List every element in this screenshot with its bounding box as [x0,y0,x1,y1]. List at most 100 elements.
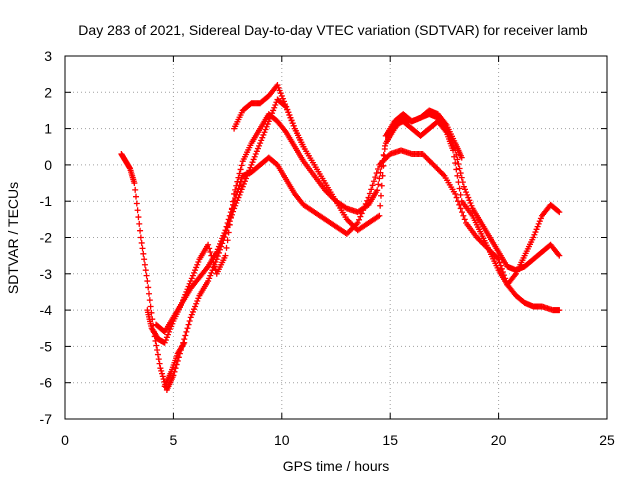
data-point [224,237,231,244]
data-point [131,180,138,187]
data-point [158,367,165,374]
data-point [179,299,186,306]
y-tick-label: -1 [40,193,53,209]
data-point [211,263,218,270]
data-point [189,308,196,315]
data-point [464,191,471,198]
data-point [164,331,171,338]
data-point [369,182,376,189]
data-point [537,215,544,222]
data-point [277,90,284,97]
data-point [190,269,197,276]
data-point [453,194,460,201]
data-point [354,219,361,226]
data-point [556,307,563,314]
data-point [188,275,195,282]
data-point [207,249,214,256]
data-point [181,339,188,346]
data-point [231,190,238,197]
data-point [213,249,220,256]
data-point [183,328,190,335]
data-point [502,275,509,282]
data-point [156,360,163,367]
data-point [172,365,179,372]
data-point [240,180,247,187]
data-point [205,241,212,248]
data-point [195,259,202,266]
data-point [453,166,460,173]
series-track-4 [161,339,188,390]
data-point [498,265,505,272]
data-point [187,314,194,321]
data-point [251,153,258,160]
data-point [233,182,240,189]
data-point [210,259,217,266]
data-point [234,178,241,185]
data-point [206,275,213,282]
y-tick-label: -2 [40,230,53,246]
data-point [284,106,291,113]
data-point [466,197,473,204]
data-point [215,243,222,250]
y-tick-label: -7 [40,411,53,427]
data-point [193,300,200,307]
data-point [147,303,154,310]
y-tick-label: 3 [44,48,52,64]
data-point [225,229,232,236]
data-point [454,172,461,179]
data-point [249,159,256,166]
data-point [140,250,147,257]
data-point [463,189,470,196]
data-point [377,202,384,209]
y-tick-label: 0 [44,157,52,173]
chart-title: Day 283 of 2021, Sidereal Day-to-day VTE… [78,22,588,38]
data-point [503,278,510,285]
data-point [250,156,257,163]
data-point [264,121,271,128]
data-point [208,252,215,259]
data-point [186,317,193,324]
data-point [285,109,292,116]
x-tick-label: 5 [170,432,178,448]
data-point [375,181,382,188]
data-point [533,226,540,233]
data-point [453,151,460,158]
data-point [499,268,506,275]
data-point [263,123,270,130]
data-point [230,198,237,205]
data-point [374,187,381,194]
x-tick-label: 25 [599,432,615,448]
data-point [530,234,537,241]
data-point [187,278,194,285]
data-point [227,214,234,221]
data-point [455,160,462,167]
data-point [379,157,386,164]
data-point [159,373,166,380]
data-point [146,297,153,304]
data-point [456,185,463,192]
series-track-2 [144,147,563,346]
data-point [260,131,267,138]
data-point [259,134,266,141]
data-point [133,200,140,207]
data-point [261,129,268,136]
data-point [254,145,261,152]
data-point [456,165,463,172]
data-point [452,190,459,197]
data-point [159,370,166,377]
data-point [208,269,215,276]
data-point [555,208,562,215]
data-point [223,223,230,230]
data-point [228,206,235,213]
data-point [185,321,192,328]
data-point [461,186,468,193]
data-point [376,212,383,219]
data-point [226,221,233,228]
data-point [162,337,169,344]
data-point [214,246,221,253]
data-point [274,82,281,89]
data-point [134,207,141,214]
data-point [132,186,139,193]
data-point [238,162,245,169]
data-point [532,229,539,236]
